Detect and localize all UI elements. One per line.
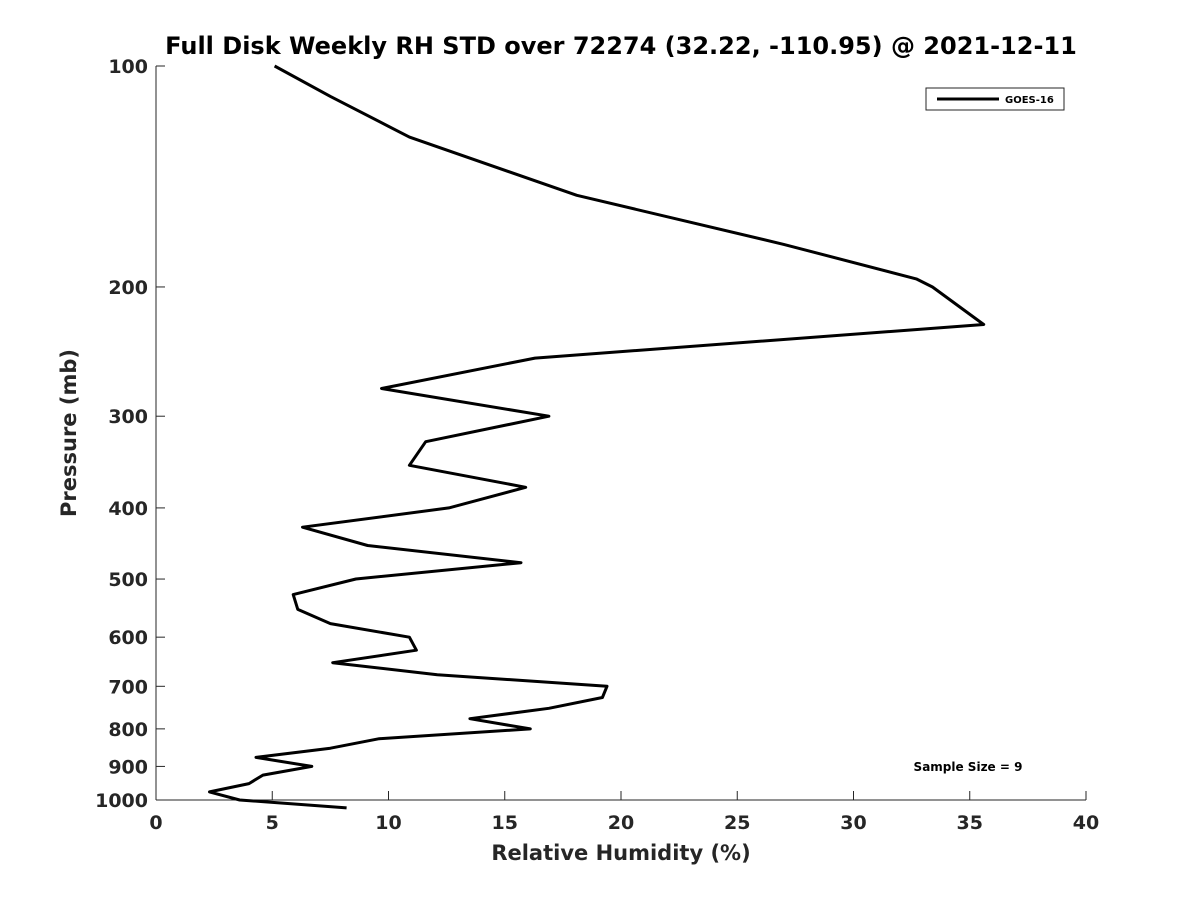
y-tick-label: 900 xyxy=(108,756,148,778)
x-tick-label: 10 xyxy=(375,812,401,834)
y-tick-label: 500 xyxy=(108,569,148,591)
legend-label-goes-16: GOES-16 xyxy=(1005,95,1054,106)
series-line-goes-16 xyxy=(208,64,986,810)
x-tick-label: 25 xyxy=(724,812,750,834)
y-axis-label: Pressure (mb) xyxy=(57,349,81,517)
y-tick-label: 400 xyxy=(108,498,148,520)
x-tick-label: 5 xyxy=(266,812,279,834)
axes-group xyxy=(155,66,1086,801)
y-tick-label: 100 xyxy=(108,56,148,78)
y-ticks-group: 100 200 300 400 500 600 700 800 900 1000 xyxy=(95,56,165,812)
x-tick-label: 40 xyxy=(1073,812,1099,834)
y-tick-label: 300 xyxy=(108,406,148,428)
y-tick-label: 200 xyxy=(108,277,148,299)
y-tick-label: 600 xyxy=(108,627,148,649)
sample-size-annotation: Sample Size = 9 xyxy=(914,760,1023,774)
chart-title: Full Disk Weekly RH STD over 72274 (32.2… xyxy=(165,32,1077,60)
x-tick-label: 35 xyxy=(957,812,983,834)
x-tick-label: 15 xyxy=(492,812,518,834)
x-tick-label: 0 xyxy=(149,812,162,834)
y-tick-label: 800 xyxy=(108,719,148,741)
x-axis-label: Relative Humidity (%) xyxy=(491,841,750,865)
legend: GOES-16 xyxy=(925,87,1065,111)
y-tick-label: 1000 xyxy=(95,790,148,812)
plot-area xyxy=(208,64,986,810)
y-tick-label: 700 xyxy=(108,676,148,698)
x-tick-label: 30 xyxy=(840,812,866,834)
x-ticks-group: 0 5 10 15 20 25 30 35 40 xyxy=(149,791,1099,834)
x-tick-label: 20 xyxy=(608,812,634,834)
